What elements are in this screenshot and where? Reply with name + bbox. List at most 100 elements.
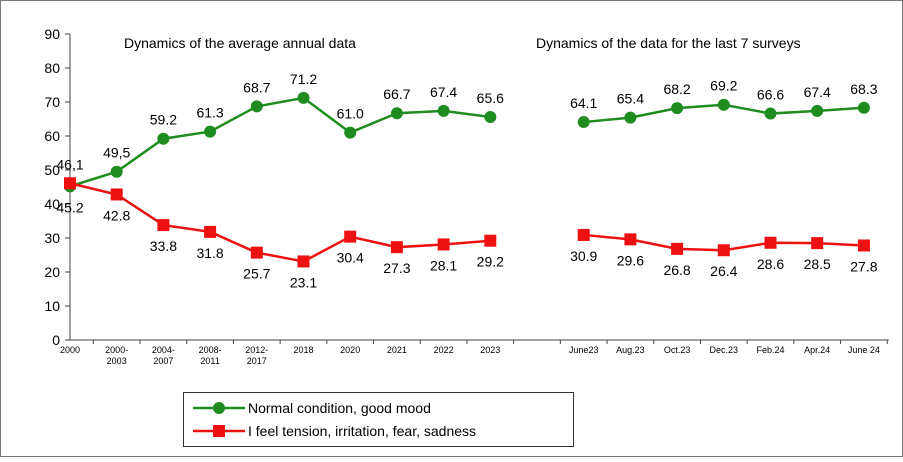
marker xyxy=(857,101,870,114)
data-label: 67.4 xyxy=(804,84,831,100)
data-label: 28.5 xyxy=(804,256,831,272)
marker xyxy=(484,234,497,247)
marker xyxy=(297,255,310,268)
y-tick-label: 40 xyxy=(44,196,60,212)
marker xyxy=(764,107,777,120)
marker xyxy=(437,238,450,251)
data-label: 27.3 xyxy=(383,260,410,276)
legend-label: Normal condition, good mood xyxy=(248,400,431,416)
marker xyxy=(110,165,123,178)
data-label: 31.8 xyxy=(196,245,223,261)
y-tick-label: 70 xyxy=(44,94,60,110)
marker xyxy=(811,237,824,250)
x-tick-line: 2012- xyxy=(245,345,268,355)
x-tick-label: 2021 xyxy=(387,345,407,355)
y-tick-label: 20 xyxy=(44,264,60,280)
data-label: 61.0 xyxy=(337,106,364,122)
data-label: 25.7 xyxy=(243,266,270,282)
data-label: 61.3 xyxy=(196,105,223,121)
x-tick-line: 2004- xyxy=(152,345,175,355)
marker xyxy=(437,104,450,117)
data-label: 71.2 xyxy=(290,71,317,87)
marker xyxy=(717,98,730,111)
x-tick-line: 2017 xyxy=(247,356,267,366)
marker xyxy=(344,230,357,243)
x-tick-label: 2023 xyxy=(480,345,500,355)
data-label: 66.7 xyxy=(383,86,410,102)
x-tick-label: Aug.23 xyxy=(616,345,645,355)
data-label: 69.2 xyxy=(710,78,737,94)
x-tick-line: 2011 xyxy=(200,356,219,366)
data-label: 27.8 xyxy=(850,258,877,274)
marker xyxy=(624,233,637,246)
legend-box xyxy=(183,392,574,447)
data-label: 30.4 xyxy=(337,250,364,266)
line xyxy=(69,96,491,188)
y-tick-label: 30 xyxy=(44,230,60,246)
marker xyxy=(250,100,263,113)
x-tick-line: 2003 xyxy=(107,356,127,366)
legend-marker xyxy=(213,425,225,437)
x-tick-label: 2004-2007 xyxy=(152,345,175,366)
x-tick-label: Feb.24 xyxy=(756,345,784,355)
marker xyxy=(344,126,357,139)
data-label: 64.1 xyxy=(570,95,597,111)
marker xyxy=(577,116,590,129)
data-label: 26.8 xyxy=(663,262,690,278)
x-tick-label: June23 xyxy=(569,345,599,355)
y-tick-label: 10 xyxy=(44,298,60,314)
annotation: Dynamics of the average annual data xyxy=(124,35,356,51)
marker xyxy=(157,132,170,145)
y-tick-label: 60 xyxy=(44,128,60,144)
data-label: 26.4 xyxy=(710,263,737,279)
marker xyxy=(390,241,403,254)
marker xyxy=(624,111,637,124)
x-tick-label: 2022 xyxy=(434,345,454,355)
x-tick-label: Dec.23 xyxy=(710,345,739,355)
legend-label: I feel tension, irritation, fear, sadnes… xyxy=(248,423,476,439)
x-tick-label: Oct.23 xyxy=(664,345,691,355)
annotation: Dynamics of the data for the last 7 surv… xyxy=(536,35,801,51)
marker xyxy=(204,225,217,238)
marker xyxy=(717,244,730,257)
marker xyxy=(671,242,684,255)
data-label: 46,1 xyxy=(56,156,83,172)
marker xyxy=(764,236,777,249)
y-tick-label: 80 xyxy=(44,60,60,76)
marker xyxy=(250,246,263,259)
legend-marker xyxy=(213,402,225,414)
x-tick-label: June 24 xyxy=(848,345,880,355)
marker xyxy=(671,102,684,115)
x-tick-line: 2007 xyxy=(153,356,173,366)
data-label: 65.6 xyxy=(477,90,504,106)
x-tick-line: 2000- xyxy=(105,345,128,355)
data-label: 49,5 xyxy=(103,145,130,161)
data-label: 68.2 xyxy=(663,81,690,97)
marker xyxy=(157,219,170,232)
y-tick-label: 90 xyxy=(44,26,60,42)
marker xyxy=(484,110,497,123)
x-tick-label: Apr.24 xyxy=(804,345,830,355)
data-label: 68.7 xyxy=(243,79,270,95)
marker xyxy=(857,239,870,252)
data-label: 59.2 xyxy=(150,112,177,128)
x-tick-label: 2000-2003 xyxy=(105,345,128,366)
data-label: 68.3 xyxy=(850,81,877,97)
data-label: 23.1 xyxy=(290,274,317,290)
data-label: 30.9 xyxy=(570,248,597,264)
x-tick-label: 2008-2011 xyxy=(199,345,222,366)
marker xyxy=(110,188,123,201)
marker xyxy=(64,177,76,190)
x-tick-label: 2018 xyxy=(293,345,313,355)
data-label: 42.8 xyxy=(103,207,130,223)
data-label: 28.1 xyxy=(430,257,457,273)
data-label: 45.2 xyxy=(56,199,83,215)
marker xyxy=(577,228,590,241)
data-label: 65.4 xyxy=(617,91,644,107)
line xyxy=(69,182,491,263)
data-label: 29.2 xyxy=(477,254,504,270)
y-tick-label: 0 xyxy=(52,332,60,348)
marker xyxy=(811,104,824,117)
